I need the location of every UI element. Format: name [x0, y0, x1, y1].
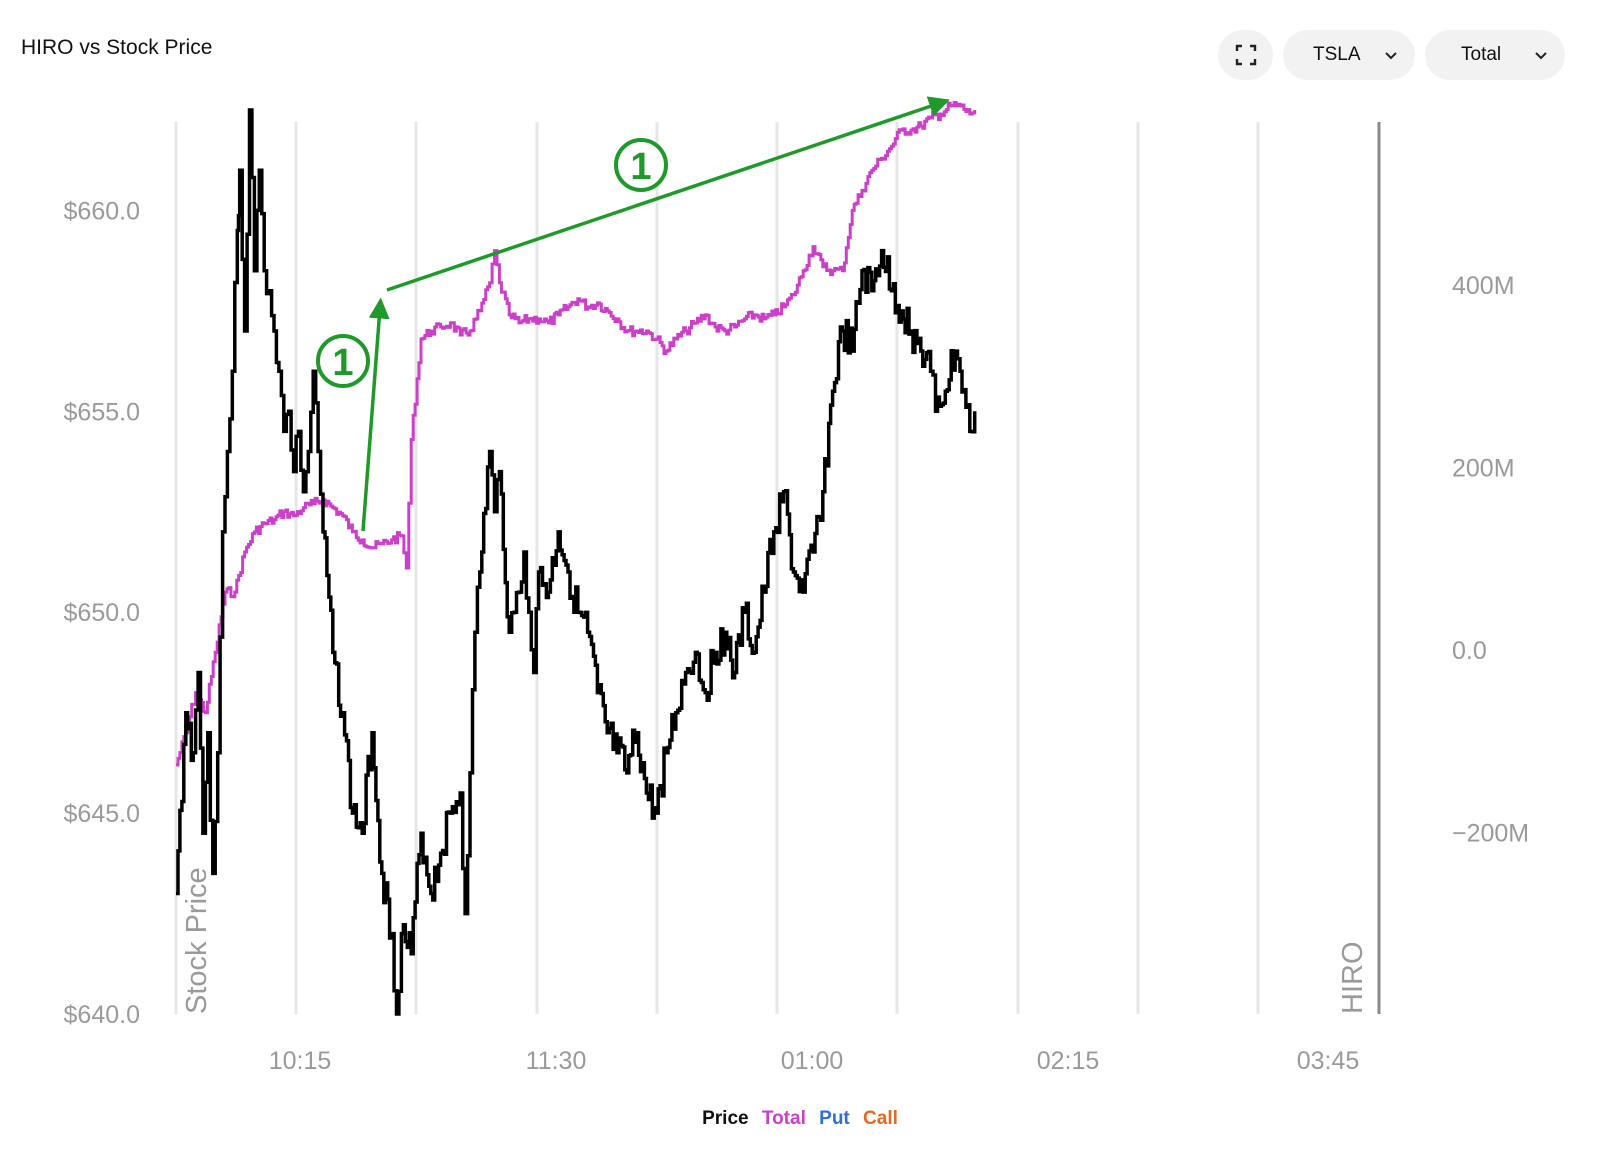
right-tick-label: 0.0	[1452, 637, 1487, 665]
chevron-down-icon	[1385, 52, 1397, 60]
right-tick-label: 200M	[1452, 454, 1515, 482]
x-tick-label: 10:15	[269, 1047, 332, 1075]
annotation-marker-circle	[316, 334, 370, 388]
x-tick-label: 02:15	[1037, 1047, 1100, 1075]
left-tick-label: $645.0	[64, 800, 140, 828]
chart-controls: TSLA Total	[1218, 30, 1565, 80]
legend-total[interactable]: Total	[761, 1108, 806, 1129]
ticker-select-value: TSLA	[1313, 44, 1361, 65]
left-tick-label: $650.0	[64, 599, 140, 627]
series-total-line	[176, 101, 977, 767]
annotation-marker-label: 1	[332, 342, 353, 384]
left-axis-title: Stock Price	[181, 867, 213, 1014]
mode-select[interactable]: Total	[1425, 30, 1565, 80]
x-tick-label: 01:00	[781, 1047, 844, 1075]
annotation-arrow-jump	[361, 297, 390, 532]
fullscreen-button[interactable]	[1218, 30, 1273, 80]
right-tick-label: 400M	[1452, 272, 1515, 300]
fullscreen-icon	[1235, 44, 1256, 66]
legend-price[interactable]: Price	[702, 1108, 749, 1129]
legend-put[interactable]: Put	[819, 1108, 850, 1129]
x-tick-label: 03:45	[1297, 1047, 1360, 1075]
right-tick-label: −200M	[1452, 820, 1529, 848]
chevron-down-icon	[1535, 52, 1547, 60]
annotation-marker-label: 1	[630, 146, 651, 188]
x-tick-label: 11:30	[526, 1047, 587, 1075]
left-tick-label: $660.0	[64, 197, 140, 225]
left-tick-label: $640.0	[64, 1001, 140, 1029]
ticker-select[interactable]: TSLA	[1283, 30, 1415, 80]
chart-legend: Price Total Put Call	[0, 1108, 1600, 1130]
mode-select-value: Total	[1461, 44, 1502, 65]
right-axis-title: HIRO	[1337, 942, 1369, 1015]
chart-title: HIRO vs Stock Price	[21, 36, 213, 59]
annotation-arrow-trend	[386, 96, 950, 292]
left-tick-label: $655.0	[64, 398, 140, 426]
annotation-marker-circle	[614, 138, 668, 192]
series-price-line	[176, 108, 977, 1016]
legend-call[interactable]: Call	[863, 1108, 898, 1129]
